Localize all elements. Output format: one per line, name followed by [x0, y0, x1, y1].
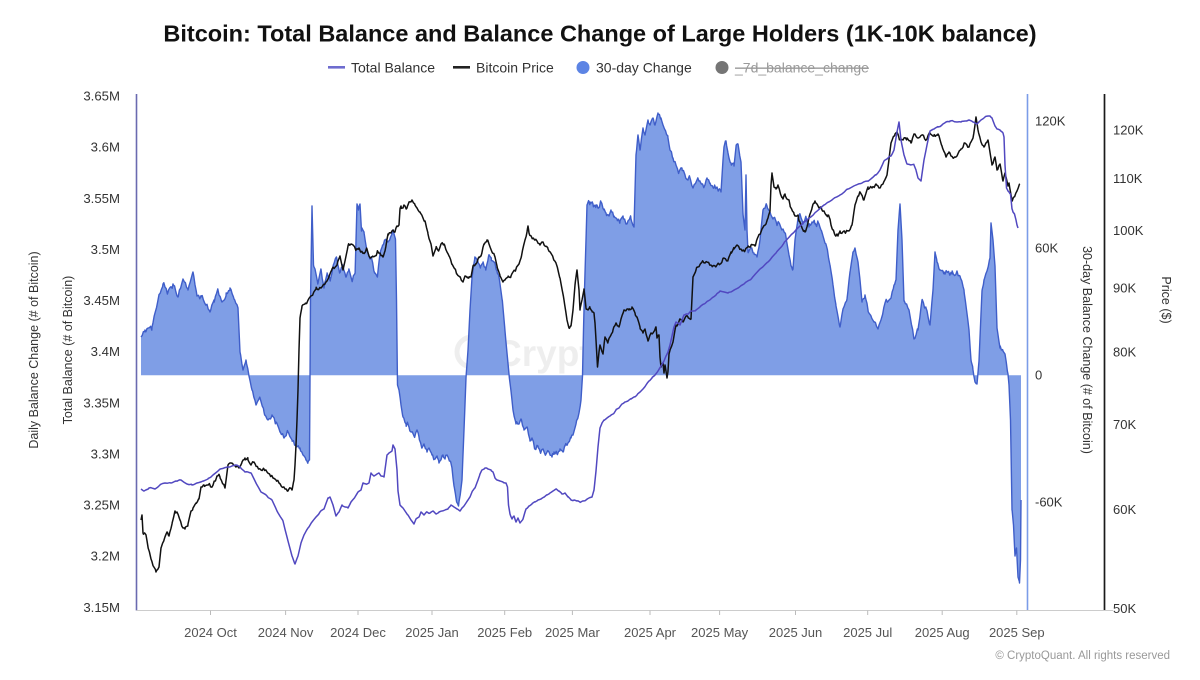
svg-text:3.5M: 3.5M — [91, 242, 120, 257]
svg-text:Bitcoin Price: Bitcoin Price — [476, 60, 554, 76]
svg-text:2025 May: 2025 May — [691, 625, 749, 640]
svg-text:3.15M: 3.15M — [83, 600, 120, 615]
svg-text:Daily Balance Change (# of Bit: Daily Balance Change (# of Bitcoin) — [27, 251, 41, 448]
svg-text:3.55M: 3.55M — [83, 191, 120, 206]
svg-text:_7d_balance_change: _7d_balance_change — [734, 60, 869, 76]
svg-text:120K: 120K — [1035, 114, 1066, 129]
svg-text:2025 Jan: 2025 Jan — [405, 625, 459, 640]
svg-text:90K: 90K — [1113, 281, 1136, 296]
svg-text:50K: 50K — [1113, 601, 1136, 616]
svg-text:-60K: -60K — [1035, 495, 1063, 510]
svg-text:60K: 60K — [1035, 241, 1058, 256]
svg-text:0: 0 — [1035, 368, 1042, 383]
svg-text:© CryptoQuant. All rights rese: © CryptoQuant. All rights reserved — [995, 650, 1170, 662]
svg-text:Price ($): Price ($) — [1159, 276, 1173, 323]
svg-text:2024 Nov: 2024 Nov — [258, 625, 314, 640]
svg-text:Bitcoin: Total Balance and Bal: Bitcoin: Total Balance and Balance Chang… — [163, 21, 1036, 47]
svg-text:120K: 120K — [1113, 123, 1144, 138]
svg-text:2025 Mar: 2025 Mar — [545, 625, 601, 640]
svg-text:30-day Change: 30-day Change — [596, 60, 692, 76]
svg-text:3.3M: 3.3M — [91, 446, 120, 461]
svg-text:3.35M: 3.35M — [83, 395, 120, 410]
svg-text:3.25M: 3.25M — [83, 498, 120, 513]
svg-text:2025 Jul: 2025 Jul — [843, 625, 892, 640]
svg-text:2024 Dec: 2024 Dec — [330, 625, 386, 640]
svg-text:70K: 70K — [1113, 417, 1136, 432]
svg-text:2025 Jun: 2025 Jun — [769, 625, 823, 640]
svg-text:60K: 60K — [1113, 502, 1136, 517]
svg-text:30-day Balance Change (# of Bi: 30-day Balance Change (# of Bitcoin) — [1080, 246, 1094, 454]
svg-text:100K: 100K — [1113, 223, 1144, 238]
svg-text:3.4M: 3.4M — [91, 344, 120, 359]
svg-text:3.65M: 3.65M — [83, 88, 120, 103]
svg-text:2025 Feb: 2025 Feb — [477, 625, 532, 640]
svg-text:2025 Apr: 2025 Apr — [624, 625, 677, 640]
svg-text:2024 Oct: 2024 Oct — [184, 625, 237, 640]
svg-text:Total Balance: Total Balance — [351, 60, 435, 76]
svg-text:110K: 110K — [1113, 171, 1143, 186]
svg-text:3.2M: 3.2M — [91, 549, 120, 564]
svg-text:2025 Aug: 2025 Aug — [915, 625, 970, 640]
svg-text:3.6M: 3.6M — [91, 140, 120, 155]
svg-text:80K: 80K — [1113, 345, 1136, 360]
svg-text:2025 Sep: 2025 Sep — [989, 625, 1045, 640]
svg-text:3.45M: 3.45M — [83, 293, 120, 308]
svg-text:Total Balance (# of Bitcoin): Total Balance (# of Bitcoin) — [61, 276, 75, 425]
